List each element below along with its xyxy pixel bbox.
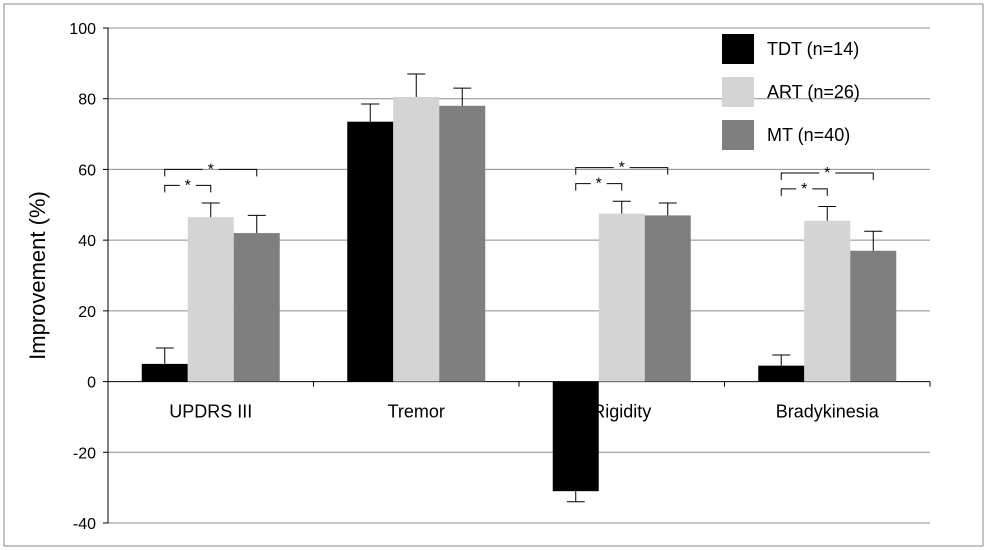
bar (233, 233, 280, 382)
y-tick-label: -20 (73, 445, 96, 462)
category-label: Bradykinesia (776, 402, 880, 422)
bar (393, 96, 440, 382)
category-label: UPDRS III (169, 402, 252, 422)
significance-bracket (164, 168, 258, 177)
bar (187, 217, 234, 382)
significance-star: * (801, 181, 807, 198)
significance-star: * (185, 177, 191, 194)
significance-bracket (164, 184, 212, 193)
significance-star: * (619, 160, 625, 177)
y-tick-label: 40 (78, 233, 96, 250)
y-axis-label: Improvement (%) (25, 191, 50, 360)
significance-bracket (575, 167, 669, 175)
legend: TDT (n=14) ART (n=26) MT (n=40) (722, 34, 860, 150)
bar (758, 365, 805, 382)
y-tick-label: 100 (69, 21, 96, 38)
y-tick-label: 20 (78, 304, 96, 321)
legend-swatch (722, 77, 754, 107)
y-axis-ticks: -40 -20 0 20 40 60 80 100 (69, 21, 931, 533)
significance-star: * (824, 165, 830, 182)
y-tick-label: 0 (87, 375, 96, 392)
category-label: Rigidity (592, 402, 651, 422)
bar (347, 121, 394, 382)
legend-label: MT (n=40) (767, 125, 850, 145)
bar (804, 220, 851, 382)
significance-bracket (780, 172, 874, 180)
bar (439, 105, 486, 382)
error-bars (155, 73, 883, 503)
significance-bracket (780, 188, 828, 196)
bar (850, 250, 897, 382)
bar (141, 363, 188, 382)
category-labels: UPDRS III Tremor Rigidity Bradykinesia (169, 402, 880, 422)
legend-swatch (722, 120, 754, 150)
significance-star: * (596, 176, 602, 193)
significance-star: * (208, 161, 214, 178)
legend-label: ART (n=26) (767, 82, 860, 102)
bar (644, 215, 691, 382)
bars (141, 96, 897, 492)
category-label: Tremor (388, 402, 445, 422)
bar (598, 213, 645, 382)
y-tick-label: 60 (78, 162, 96, 179)
significance-brackets: * * * * * * (164, 160, 874, 198)
y-tick-label: -40 (73, 516, 96, 533)
legend-label: TDT (n=14) (767, 39, 859, 59)
legend-swatch (722, 34, 754, 64)
significance-bracket (575, 183, 623, 191)
y-tick-label: 80 (78, 92, 96, 109)
bar (552, 381, 599, 492)
